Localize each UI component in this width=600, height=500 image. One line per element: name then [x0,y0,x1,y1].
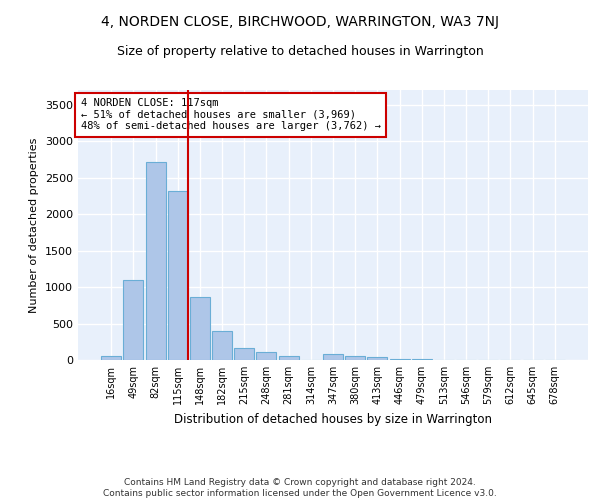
Bar [323,354,343,360]
Bar [345,356,365,360]
Bar [367,357,388,360]
Bar [389,358,410,360]
Bar [168,192,188,360]
Bar [124,280,143,360]
Bar [234,348,254,360]
X-axis label: Distribution of detached houses by size in Warrington: Distribution of detached houses by size … [174,412,492,426]
Text: Size of property relative to detached houses in Warrington: Size of property relative to detached ho… [116,45,484,58]
Bar [190,296,210,360]
Text: Contains HM Land Registry data © Crown copyright and database right 2024.
Contai: Contains HM Land Registry data © Crown c… [103,478,497,498]
Y-axis label: Number of detached properties: Number of detached properties [29,138,40,312]
Bar [256,352,277,360]
Text: 4, NORDEN CLOSE, BIRCHWOOD, WARRINGTON, WA3 7NJ: 4, NORDEN CLOSE, BIRCHWOOD, WARRINGTON, … [101,15,499,29]
Bar [146,162,166,360]
Bar [212,331,232,360]
Bar [278,356,299,360]
Text: 4 NORDEN CLOSE: 117sqm
← 51% of detached houses are smaller (3,969)
48% of semi-: 4 NORDEN CLOSE: 117sqm ← 51% of detached… [80,98,380,132]
Bar [101,356,121,360]
